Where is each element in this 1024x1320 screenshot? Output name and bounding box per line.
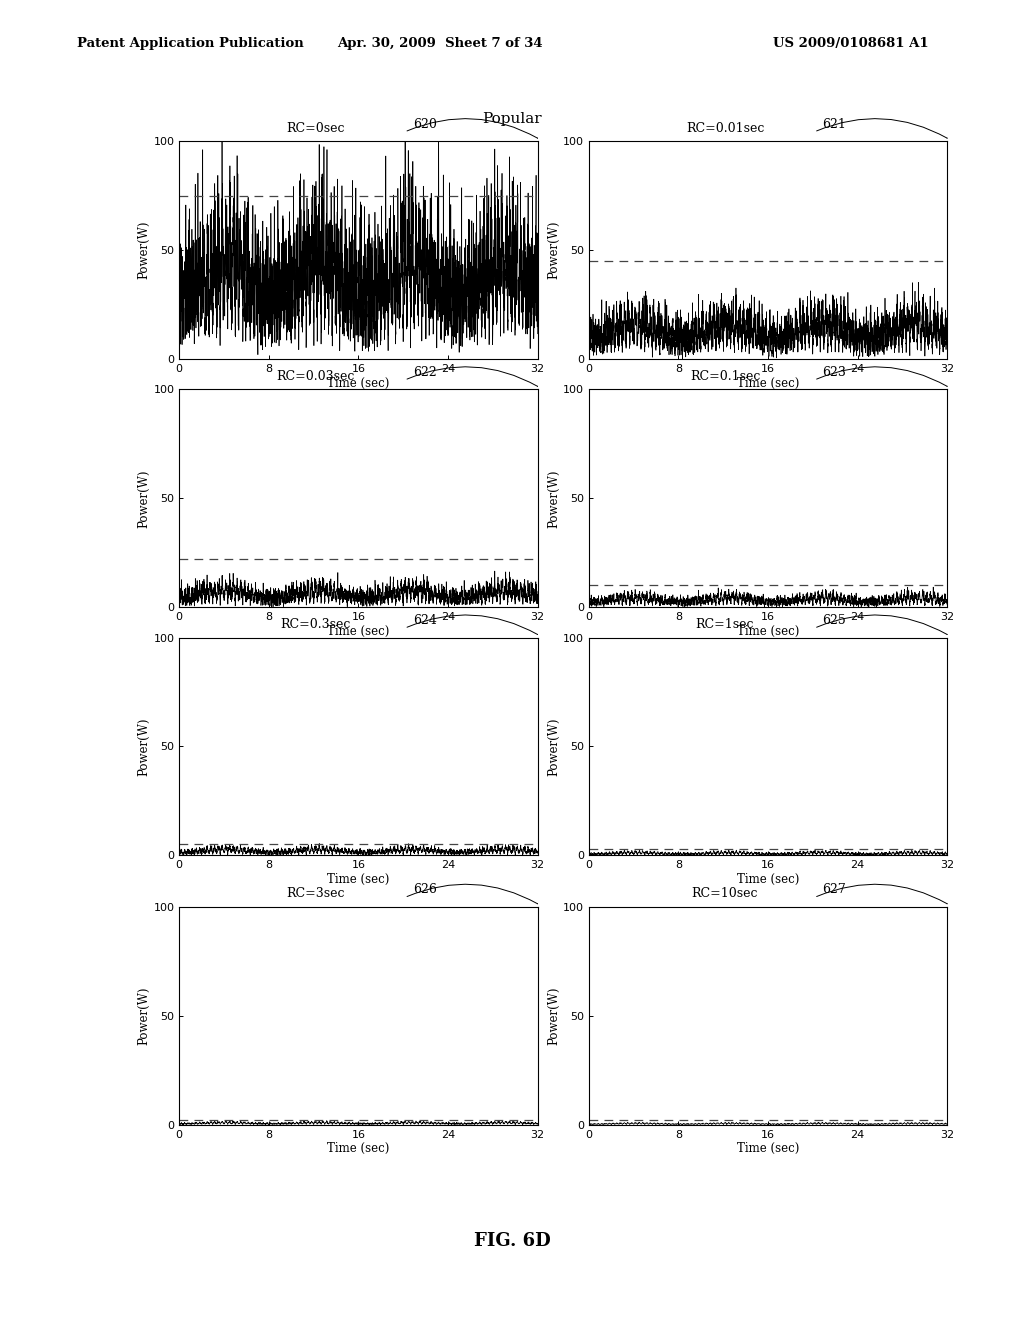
Text: US 2009/0108681 A1: US 2009/0108681 A1: [773, 37, 929, 50]
Text: Popular: Popular: [482, 112, 542, 125]
Text: 627: 627: [822, 883, 846, 896]
Y-axis label: Power(W): Power(W): [547, 220, 560, 280]
Y-axis label: Power(W): Power(W): [137, 986, 151, 1045]
Text: 620: 620: [413, 117, 436, 131]
X-axis label: Time (sec): Time (sec): [737, 873, 799, 886]
Text: 624: 624: [413, 614, 436, 627]
Text: RC=0sec: RC=0sec: [286, 121, 345, 135]
Text: RC=0.01sec: RC=0.01sec: [686, 121, 764, 135]
Text: RC=1sec: RC=1sec: [695, 618, 755, 631]
X-axis label: Time (sec): Time (sec): [328, 624, 389, 638]
Text: Patent Application Publication: Patent Application Publication: [77, 37, 303, 50]
Y-axis label: Power(W): Power(W): [137, 469, 151, 528]
Text: 626: 626: [413, 883, 436, 896]
Text: RC=0.1sec: RC=0.1sec: [690, 370, 760, 383]
X-axis label: Time (sec): Time (sec): [328, 1142, 389, 1155]
Text: RC=0.03sec: RC=0.03sec: [276, 370, 354, 383]
X-axis label: Time (sec): Time (sec): [737, 1142, 799, 1155]
Text: FIG. 6D: FIG. 6D: [474, 1232, 550, 1250]
Text: 621: 621: [822, 117, 846, 131]
Y-axis label: Power(W): Power(W): [137, 717, 151, 776]
Text: RC=0.3sec: RC=0.3sec: [281, 618, 350, 631]
Text: 623: 623: [822, 366, 846, 379]
Text: RC=3sec: RC=3sec: [286, 887, 345, 900]
Text: Apr. 30, 2009  Sheet 7 of 34: Apr. 30, 2009 Sheet 7 of 34: [338, 37, 543, 50]
Y-axis label: Power(W): Power(W): [547, 986, 560, 1045]
Text: 625: 625: [822, 614, 846, 627]
Y-axis label: Power(W): Power(W): [547, 717, 560, 776]
X-axis label: Time (sec): Time (sec): [328, 376, 389, 389]
Y-axis label: Power(W): Power(W): [137, 220, 151, 280]
X-axis label: Time (sec): Time (sec): [737, 376, 799, 389]
X-axis label: Time (sec): Time (sec): [737, 624, 799, 638]
Y-axis label: Power(W): Power(W): [547, 469, 560, 528]
Text: 622: 622: [413, 366, 436, 379]
X-axis label: Time (sec): Time (sec): [328, 873, 389, 886]
Text: RC=10sec: RC=10sec: [692, 887, 758, 900]
